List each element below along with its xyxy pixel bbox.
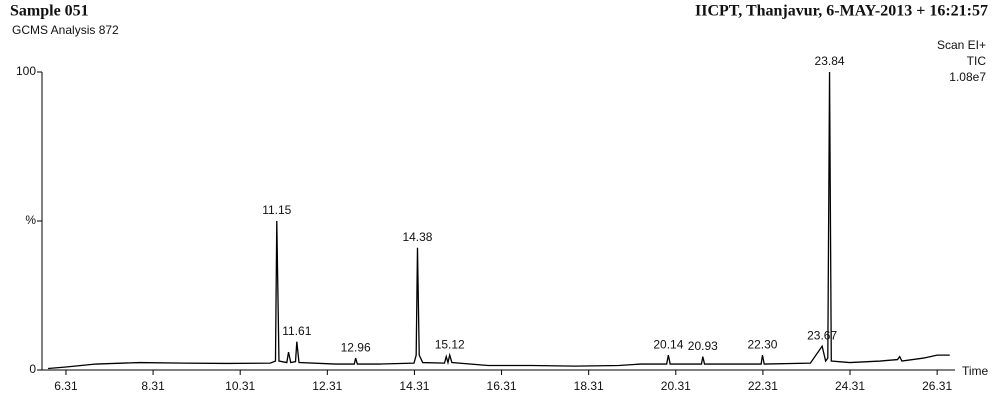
peak-label: 20.14 [653,337,683,351]
x-tick-label: 24.31 [835,379,865,393]
chart: Sample 051 GCMS Analysis 872 IICPT, Than… [0,0,994,415]
x-tick-label: 18.31 [574,379,604,393]
trace-line [48,72,950,369]
x-tick-label: 10.31 [225,379,255,393]
peak-label: 11.61 [282,324,311,338]
x-tick-label: 22.31 [748,379,778,393]
peak-label: 15.12 [435,337,465,351]
peak-label: 23.84 [815,54,845,68]
x-tick-label: 26.31 [922,379,952,393]
peak-label: 20.93 [688,339,718,353]
trace-label: TIC [967,54,987,68]
y-tick-label: 100 [16,64,36,78]
x-tick-label: 14.31 [399,379,429,393]
chart-title: Sample 051 [10,3,89,20]
peak-label: 11.15 [262,203,291,217]
x-tick-label: 6.31 [54,379,78,393]
x-tick-label: 12.31 [312,379,342,393]
peak-label: 14.38 [402,230,432,244]
x-tick-label: 8.31 [141,379,165,393]
x-axis-label: Time [962,364,989,378]
y-tick-label: % [25,213,36,227]
intensity: 1.08e7 [949,70,986,84]
header-right: IICPT, Thanjavur, 6-MAY-2013 + 16:21:57 [695,3,988,20]
peak-label: 22.30 [747,337,777,351]
x-tick-label: 16.31 [487,379,517,393]
peak-label: 23.67 [807,328,837,342]
chart-subtitle: GCMS Analysis 872 [12,23,119,37]
y-tick-label: 0 [29,362,36,376]
peak-label: 12.96 [341,340,371,354]
scan-mode: Scan EI+ [937,38,986,52]
x-tick-label: 20.31 [661,379,691,393]
